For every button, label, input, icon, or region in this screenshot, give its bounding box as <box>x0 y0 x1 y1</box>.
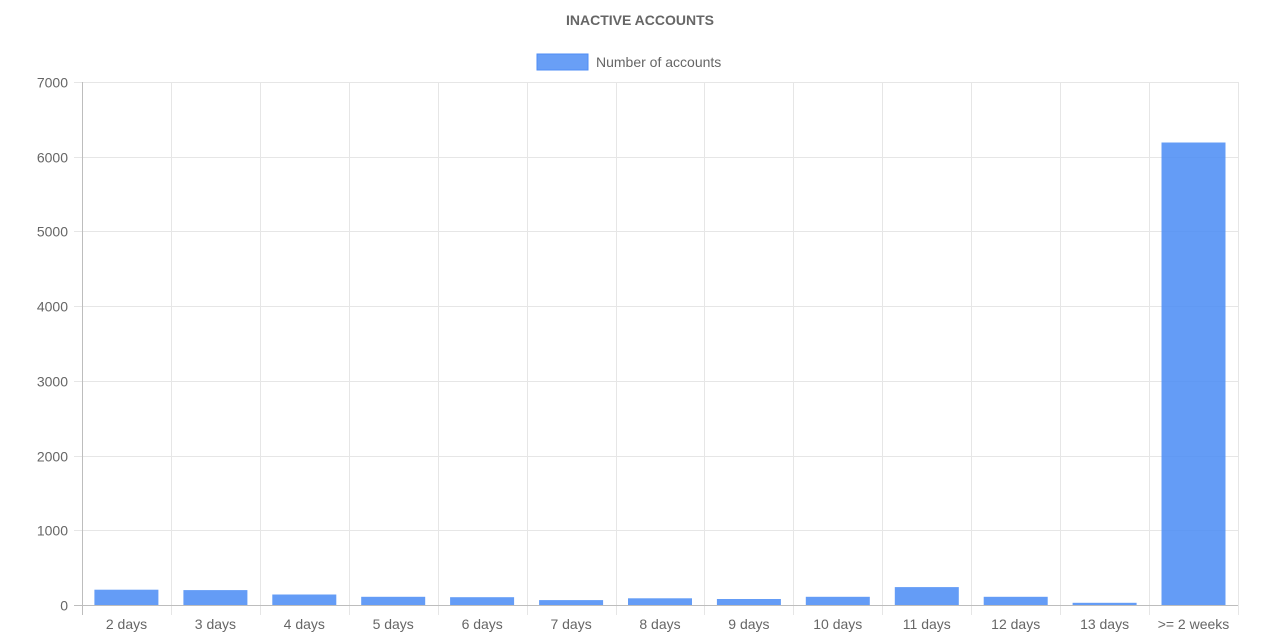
x-tick-label: 13 days <box>1080 616 1129 632</box>
y-tick-label: 3000 <box>37 374 68 390</box>
y-tick-label: 0 <box>60 598 68 614</box>
bar[interactable] <box>1072 602 1137 605</box>
bar[interactable] <box>183 590 248 605</box>
x-axis: 2 days 3 days 4 days 5 days 6 days 7 days 8 da… <box>74 605 1238 632</box>
grid <box>74 82 1239 615</box>
x-tick-label: 8 days <box>639 616 680 632</box>
chart-title: INACTIVE ACCOUNTS <box>566 12 714 28</box>
bar[interactable] <box>539 600 604 605</box>
y-tick-label: 1000 <box>37 523 68 539</box>
bar[interactable] <box>805 596 870 605</box>
x-tick-label: 9 days <box>728 616 769 632</box>
x-tick-label: 4 days <box>284 616 325 632</box>
bar[interactable] <box>450 597 515 605</box>
x-tick-label: 7 days <box>550 616 591 632</box>
bar[interactable] <box>272 594 337 606</box>
y-tick-label: 5000 <box>37 224 68 240</box>
y-tick-label: 4000 <box>37 299 68 315</box>
bar[interactable] <box>94 589 159 605</box>
bar[interactable] <box>361 596 426 605</box>
x-tick-label: 3 days <box>195 616 236 632</box>
x-tick-label: 12 days <box>991 616 1040 632</box>
bar[interactable] <box>628 598 692 605</box>
y-tick-label: 2000 <box>37 449 68 465</box>
bars <box>94 142 1226 606</box>
legend-label[interactable]: Number of accounts <box>596 54 721 70</box>
legend-swatch[interactable] <box>536 53 589 71</box>
y-axis: 0 1000 2000 3000 4000 5000 6000 7000 <box>37 75 83 615</box>
bar[interactable] <box>716 599 781 605</box>
bar[interactable] <box>1161 142 1226 606</box>
legend[interactable]: Number of accounts <box>536 53 721 71</box>
x-tick-label: >= 2 weeks <box>1158 616 1230 632</box>
x-tick-label: 6 days <box>462 616 503 632</box>
x-tick-label: 2 days <box>106 616 147 632</box>
x-tick-label: 5 days <box>373 616 414 632</box>
x-tick-label: 11 days <box>903 616 951 632</box>
bar[interactable] <box>894 587 959 605</box>
x-tick-label: 10 days <box>813 616 862 632</box>
bar[interactable] <box>983 596 1048 605</box>
y-tick-label: 7000 <box>37 75 68 91</box>
y-tick-label: 6000 <box>37 150 68 166</box>
